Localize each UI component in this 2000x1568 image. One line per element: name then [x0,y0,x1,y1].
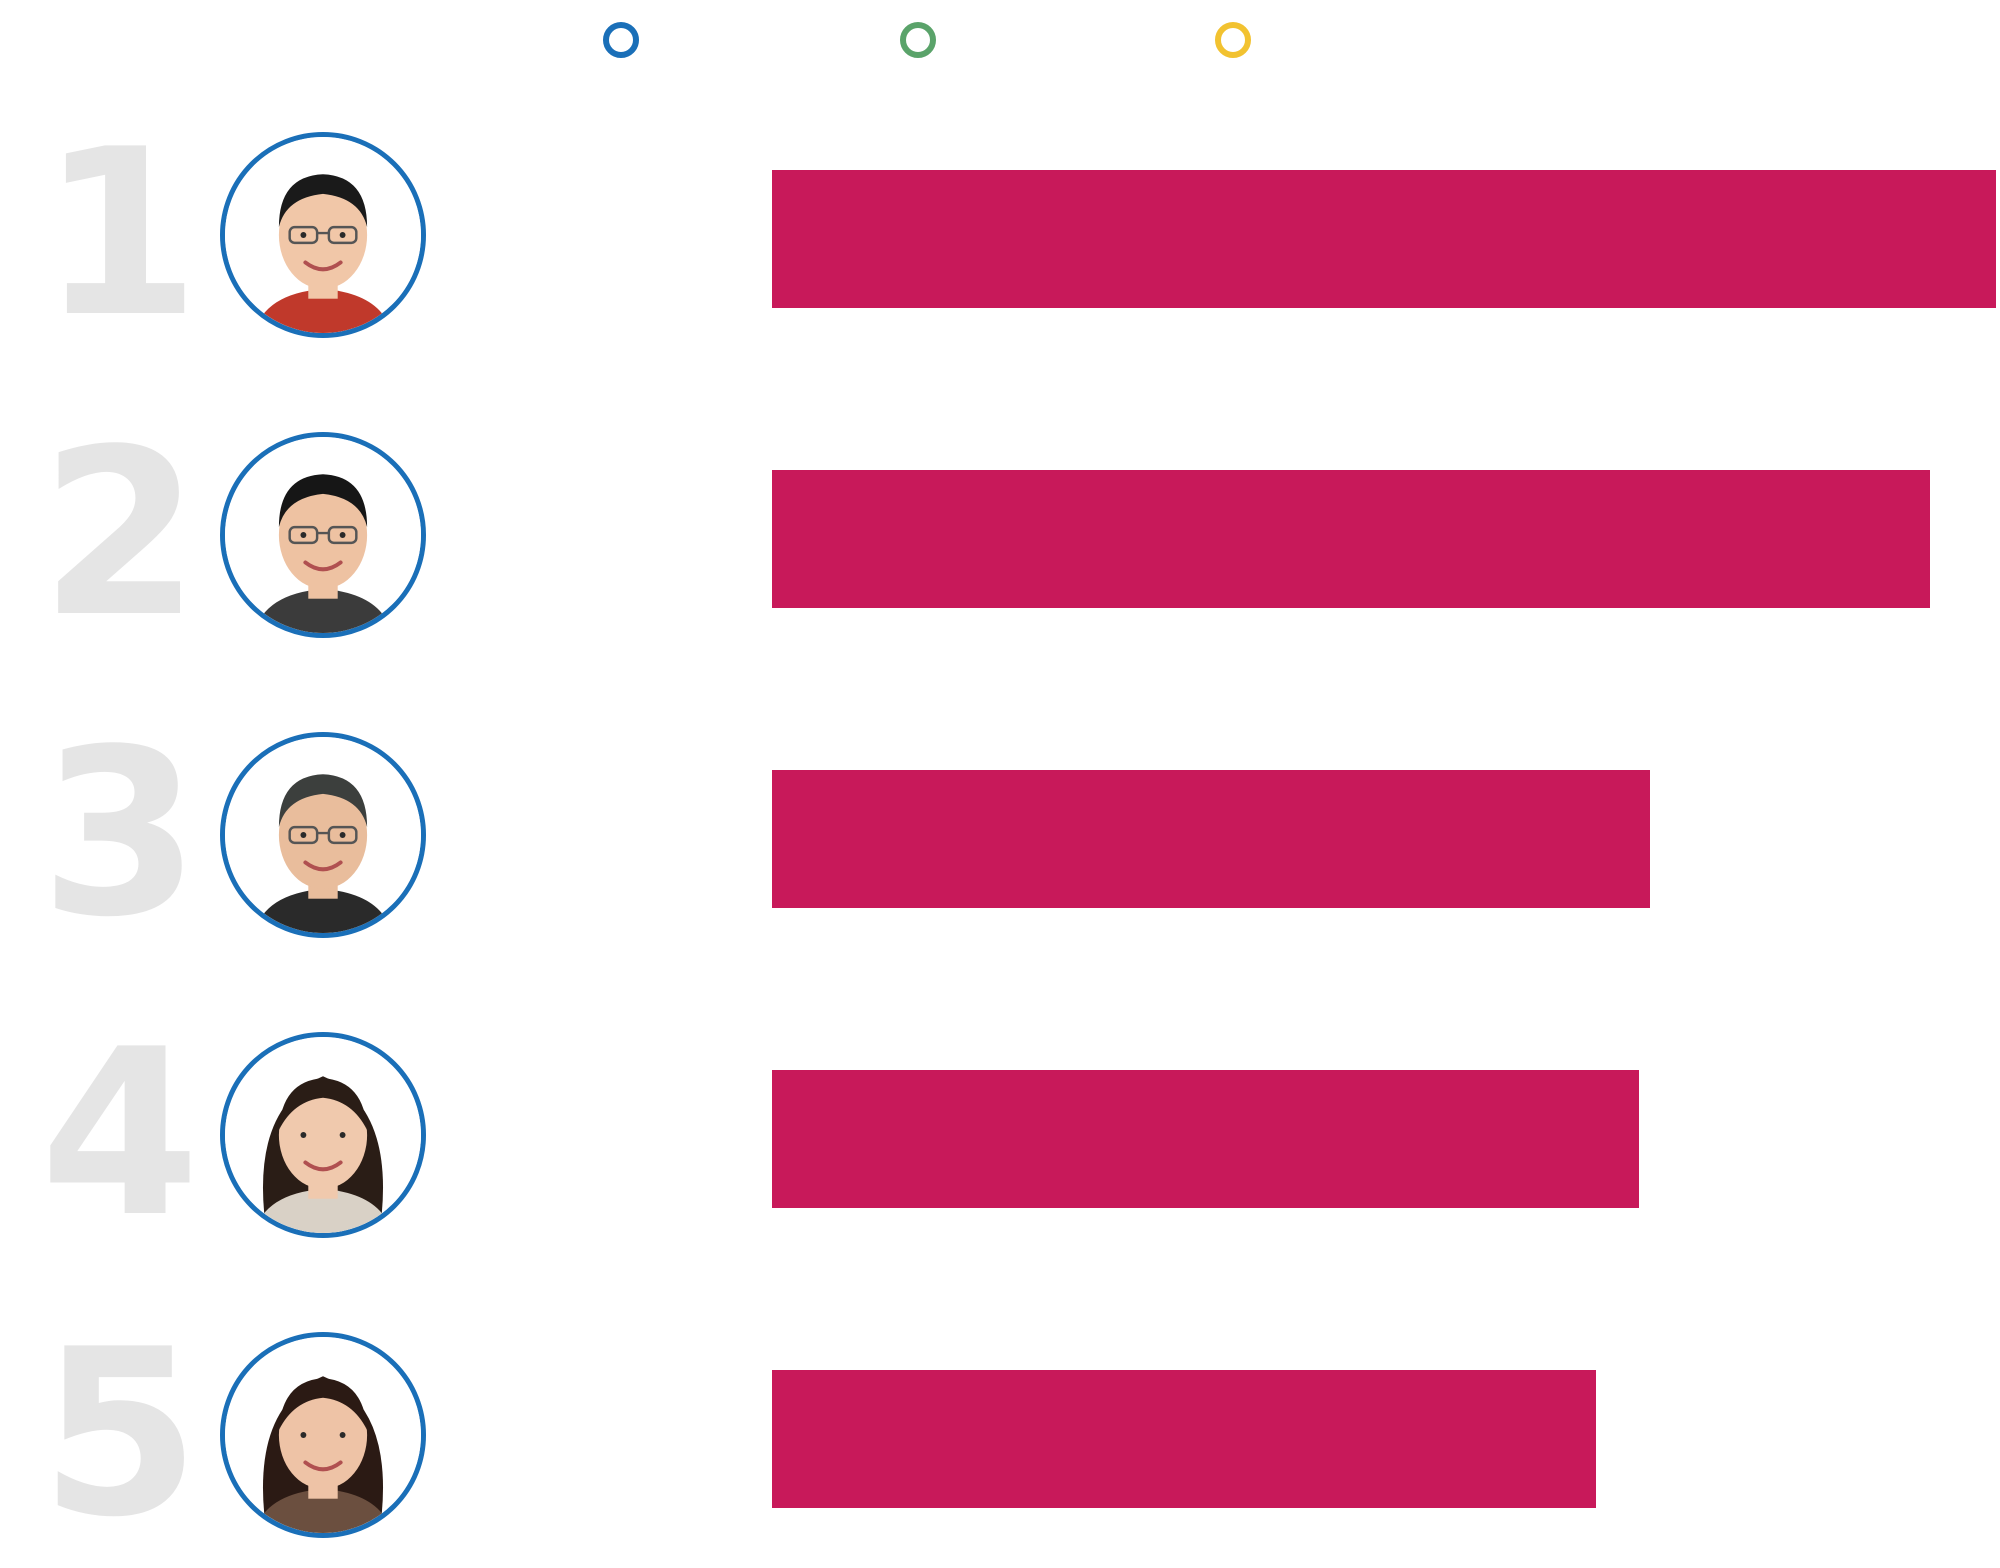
bar-2 [772,470,1930,608]
candidate-avatar [220,432,426,638]
portrait-image [225,737,421,933]
ranking-row: 5 [0,1301,2000,1568]
legend-marker-1 [603,22,639,58]
rank-number: 5 [39,1301,201,1568]
portrait-image [225,1037,421,1233]
rank-number: 1 [39,101,201,368]
ranking-row: 2 [0,401,2000,668]
rank-number: 2 [39,401,201,668]
candidate-avatar [220,732,426,938]
rank-number: 4 [39,1001,201,1268]
ranking-row: 1 [0,101,2000,368]
candidate-avatar [220,1332,426,1538]
bar-1 [772,170,1996,308]
candidate-avatar [220,132,426,338]
candidate-avatar [220,1032,426,1238]
bar-5 [772,1370,1596,1508]
portrait-image [225,137,421,333]
portrait-image [225,1337,421,1533]
portrait-image [225,437,421,633]
legend-marker-2 [900,22,936,58]
bar-4 [772,1070,1639,1208]
ranking-row: 4 [0,1001,2000,1268]
rank-number: 3 [39,701,201,968]
legend-marker-3 [1215,22,1251,58]
ranking-row: 3 [0,701,2000,968]
bar-3 [772,770,1650,908]
